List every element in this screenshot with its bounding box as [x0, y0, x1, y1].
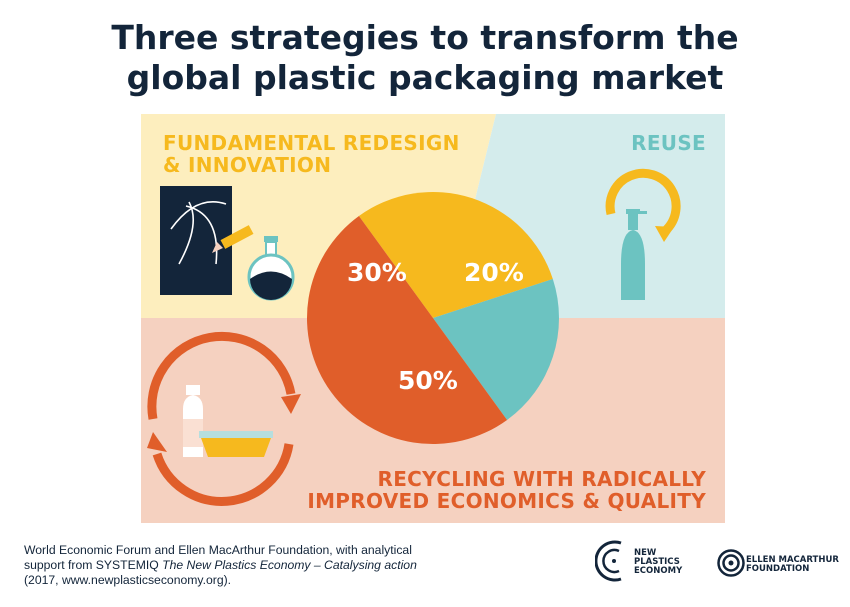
- tray-icon: [199, 431, 273, 457]
- reuse-arrows-icon: [605, 168, 681, 242]
- redesign-label: FUNDAMENTAL REDESIGN & INNOVATION: [163, 132, 460, 176]
- chalkboard-icon: [160, 186, 232, 295]
- npe-logo-icon: [595, 540, 622, 582]
- pie-slice-reuse: [433, 279, 559, 420]
- citation-line-2: support from SYSTEMIQ The New Plastics E…: [24, 558, 417, 573]
- citation-line-2-text: support from SYSTEMIQ: [24, 558, 163, 572]
- citation-line-1: World Economic Forum and Ellen MacArthur…: [24, 543, 412, 557]
- npe-logo-line-1: NEW: [634, 548, 657, 558]
- reuse-label: REUSE: [631, 131, 706, 155]
- spray-bottle-icon: [621, 209, 647, 300]
- citation-publication-title: The New Plastics Economy – Catalysing ac…: [162, 558, 417, 572]
- emf-logo: ELLEN MACARTHUR FOUNDATION: [746, 556, 839, 574]
- slice-label-reuse: 20%: [464, 258, 524, 287]
- npe-logo: NEW PLASTICS ECONOMY: [634, 549, 682, 576]
- redesign-label-line-2: & INNOVATION: [163, 153, 332, 177]
- emf-logo-icon: [717, 549, 745, 577]
- flask-icon: [247, 236, 295, 301]
- npe-logo-line-3: ECONOMY: [634, 566, 683, 576]
- emf-logo-line-1: ELLEN MACARTHUR: [746, 555, 839, 565]
- emf-logo-line-2: FOUNDATION: [746, 564, 810, 574]
- title-line-2: global plastic packaging market: [126, 58, 724, 97]
- pencil-icon: [212, 225, 254, 253]
- citation-line-3: (2017, www.newplasticseconomy.org).: [24, 573, 232, 587]
- page-title: Three strategies to transform the global…: [0, 18, 850, 98]
- slice-label-redesign: 30%: [347, 258, 407, 287]
- npe-logo-line-2: PLASTICS: [634, 557, 680, 567]
- pie-chart: [306, 191, 559, 445]
- recycle-label: RECYCLING WITH RADICALLY IMPROVED ECONOM…: [307, 468, 706, 512]
- slice-label-recycle: 50%: [398, 366, 458, 395]
- title-line-1: Three strategies to transform the: [111, 18, 739, 57]
- pie-slice-redesign: [358, 191, 553, 318]
- pie-slice-recycle: [306, 216, 508, 445]
- recycle-arrows-icon: [147, 331, 301, 506]
- recycle-label-line-2: IMPROVED ECONOMICS & QUALITY: [307, 489, 706, 513]
- infographic-panel: [141, 114, 725, 523]
- recycle-label-line-1: RECYCLING WITH RADICALLY: [377, 467, 706, 491]
- source-citation: World Economic Forum and Ellen MacArthur…: [24, 543, 417, 588]
- redesign-label-line-1: FUNDAMENTAL REDESIGN: [163, 131, 460, 155]
- milk-bottle-icon: [183, 385, 203, 457]
